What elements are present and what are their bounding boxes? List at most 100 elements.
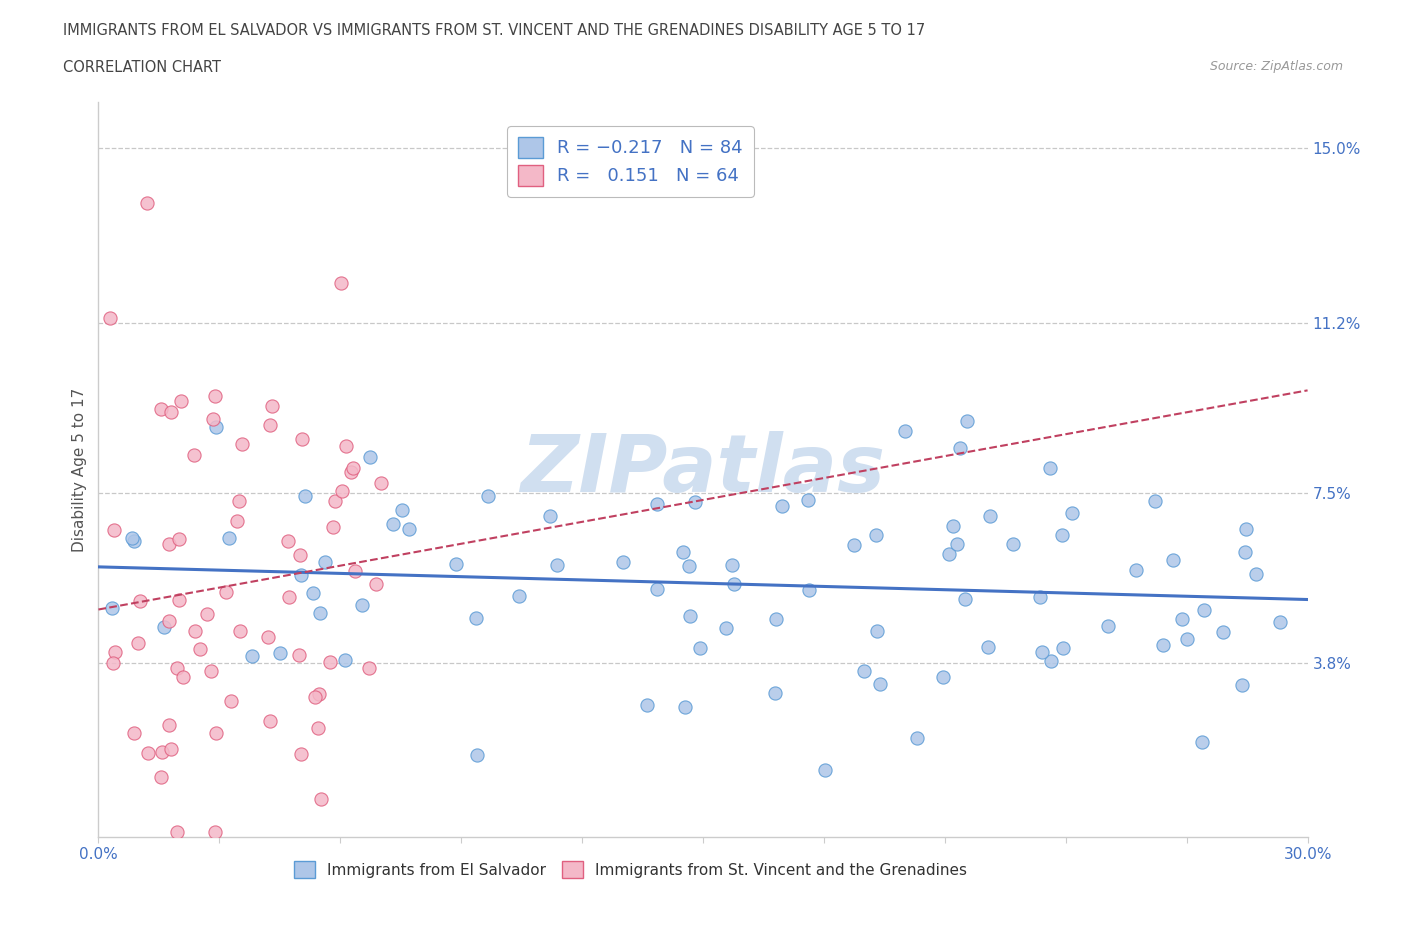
Point — [122, 534, 145, 549]
Point — [865, 527, 887, 542]
Point — [721, 558, 744, 573]
Point — [636, 698, 658, 712]
Point — [294, 488, 316, 503]
Point — [1234, 522, 1257, 537]
Point — [103, 644, 125, 659]
Point — [157, 717, 180, 732]
Point — [1171, 611, 1194, 626]
Point — [1050, 527, 1073, 542]
Point — [1152, 638, 1174, 653]
Point — [167, 531, 190, 546]
Y-axis label: Disability Age 5 to 17: Disability Age 5 to 17 — [72, 388, 87, 551]
Point — [277, 534, 299, 549]
Point — [645, 497, 668, 512]
Point — [330, 484, 353, 498]
Point — [1052, 641, 1074, 656]
Point — [101, 601, 124, 616]
Point — [1212, 624, 1234, 639]
Point — [122, 725, 145, 740]
Point — [221, 694, 243, 709]
Point — [1097, 618, 1119, 633]
Point — [195, 606, 218, 621]
Point — [322, 519, 344, 534]
Point — [172, 670, 194, 684]
Point — [612, 554, 634, 569]
Point — [938, 547, 960, 562]
Point — [309, 791, 332, 806]
Point — [277, 590, 299, 604]
Point — [977, 640, 1000, 655]
Point — [226, 513, 249, 528]
Point — [129, 594, 152, 609]
Point — [689, 640, 711, 655]
Point — [398, 521, 420, 536]
Point — [1191, 734, 1213, 749]
Point — [314, 555, 336, 570]
Point — [1028, 590, 1050, 604]
Point — [288, 548, 311, 563]
Point — [259, 418, 281, 432]
Point — [205, 419, 228, 434]
Point — [319, 655, 342, 670]
Point — [98, 311, 121, 325]
Point — [231, 436, 253, 451]
Point — [673, 699, 696, 714]
Point — [763, 685, 786, 700]
Point — [1039, 461, 1062, 476]
Point — [157, 613, 180, 628]
Point — [949, 441, 972, 456]
Point — [152, 745, 174, 760]
Point — [184, 623, 207, 638]
Point — [121, 530, 143, 545]
Point — [842, 538, 865, 552]
Point — [205, 726, 228, 741]
Point — [932, 670, 955, 684]
Point — [304, 689, 326, 704]
Point — [1062, 506, 1084, 521]
Point — [683, 495, 706, 510]
Point — [204, 388, 226, 403]
Point — [136, 746, 159, 761]
Point — [1031, 645, 1053, 660]
Point — [1270, 615, 1292, 630]
Point — [308, 686, 330, 701]
Point — [869, 677, 891, 692]
Point — [200, 663, 222, 678]
Point — [357, 660, 380, 675]
Point — [1002, 537, 1025, 551]
Point — [477, 488, 499, 503]
Point — [1175, 631, 1198, 646]
Point — [166, 660, 188, 675]
Point — [508, 589, 530, 604]
Point — [290, 746, 312, 761]
Point — [814, 763, 837, 777]
Point — [1234, 545, 1257, 560]
Point — [942, 519, 965, 534]
Legend: Immigrants from El Salvador, Immigrants from St. Vincent and the Grenadines: Immigrants from El Salvador, Immigrants … — [288, 855, 973, 884]
Point — [446, 556, 468, 571]
Point — [309, 605, 332, 620]
Point — [1192, 603, 1215, 618]
Point — [166, 825, 188, 840]
Point — [1039, 653, 1062, 668]
Point — [136, 196, 159, 211]
Point — [149, 402, 172, 417]
Text: ZIPatlas: ZIPatlas — [520, 431, 886, 509]
Point — [288, 648, 311, 663]
Point — [672, 544, 695, 559]
Point — [1244, 567, 1267, 582]
Point — [153, 619, 176, 634]
Point — [359, 449, 381, 464]
Point — [127, 636, 149, 651]
Text: Source: ZipAtlas.com: Source: ZipAtlas.com — [1209, 60, 1343, 73]
Point — [467, 748, 489, 763]
Point — [169, 393, 191, 408]
Point — [302, 585, 325, 600]
Point — [188, 642, 211, 657]
Point — [381, 516, 404, 531]
Point — [160, 405, 183, 419]
Point — [257, 630, 280, 644]
Point — [955, 591, 977, 606]
Point — [905, 731, 928, 746]
Point — [645, 582, 668, 597]
